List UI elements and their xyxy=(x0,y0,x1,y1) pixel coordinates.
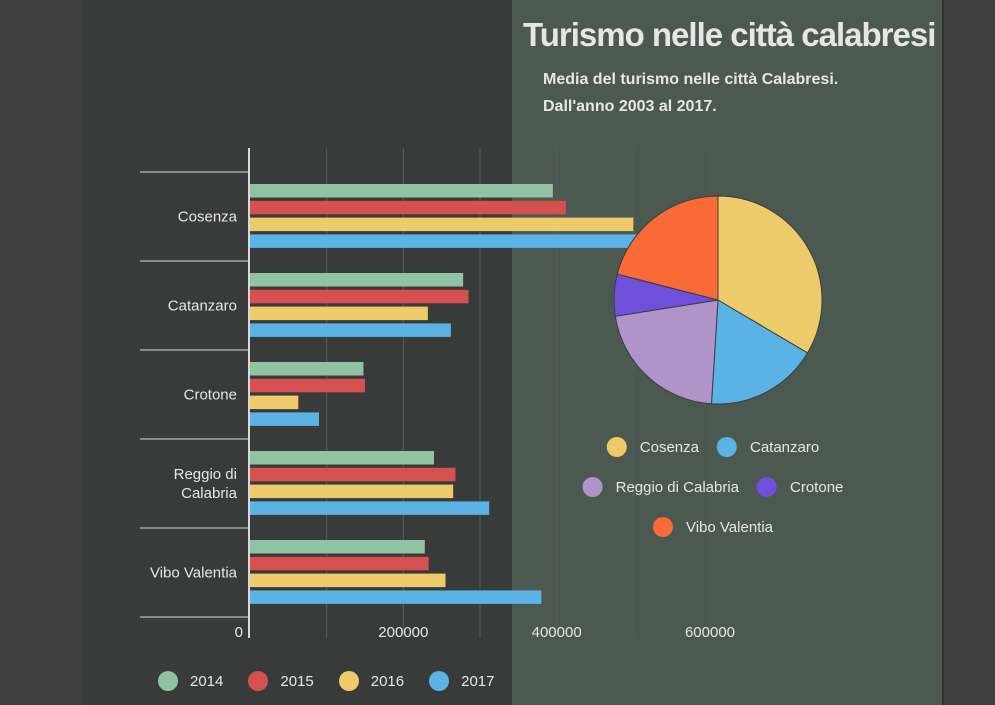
legend-label: 2014 xyxy=(190,672,224,690)
legend-item-reggio-di-calabria[interactable]: Reggio di Calabria xyxy=(582,477,740,497)
bar-chart-legend: 2014 2015 2016 2017 xyxy=(158,671,495,691)
bar-catanzaro-2016 xyxy=(250,306,428,321)
legend-label: Vibo Valentia xyxy=(685,518,774,536)
pie-slice-reggio-di-calabria xyxy=(614,299,719,405)
bar-vibo-valentia-2017 xyxy=(250,590,542,604)
bar-crotone-2015 xyxy=(250,378,365,393)
bar-reggio-di-calabria-2015 xyxy=(250,467,456,482)
bar-reggio-di-calabria-2017 xyxy=(250,501,490,515)
pie-slice-vibo-valentia xyxy=(616,195,719,301)
bar-cosenza-2016 xyxy=(250,217,634,232)
bar-catanzaro-2014 xyxy=(250,273,464,287)
legend-swatch xyxy=(248,671,269,691)
legend-label: 2016 xyxy=(370,672,405,690)
legend-label: 2015 xyxy=(280,672,314,690)
legend-item-crotone[interactable]: Crotone xyxy=(757,477,843,497)
x-tick-label: 200000 xyxy=(378,624,428,641)
pie-legend-row: Reggio di Calabria Crotone xyxy=(582,477,843,497)
bar-crotone-2017 xyxy=(250,412,319,426)
legend-swatch xyxy=(582,477,603,497)
legend-item-2017[interactable]: 2017 xyxy=(429,671,495,691)
legend-label: Catanzaro xyxy=(749,438,820,456)
x-tick-label: 400000 xyxy=(532,624,582,641)
legend-label: 2017 xyxy=(461,672,495,690)
bar-chart-panel xyxy=(82,0,512,705)
legend-label: Crotone xyxy=(790,478,844,496)
y-tick-label: Crotone xyxy=(184,387,237,404)
legend-item-2015[interactable]: 2015 xyxy=(248,671,314,691)
bar-cosenza-2015 xyxy=(250,200,566,215)
legend-swatch xyxy=(716,437,737,457)
x-tick-label: 600000 xyxy=(685,624,735,641)
pie-slice-cosenza xyxy=(717,195,823,354)
pie-slice-catanzaro xyxy=(710,299,809,405)
bar-catanzaro-2017 xyxy=(250,323,451,337)
subtitle-line-2: Dall'anno 2003 al 2017. xyxy=(543,98,717,115)
bar-crotone-2016 xyxy=(250,395,299,410)
pie-legend-row: Cosenza Catanzaro xyxy=(606,437,820,457)
y-tick-label: Vibo Valentia xyxy=(150,565,238,582)
x-tick-label: 0 xyxy=(235,624,243,641)
page-subtitle: Media del turismo nelle città Calabresi.… xyxy=(543,66,923,120)
y-tick-label: Catanzaro xyxy=(168,298,237,315)
bar-cosenza-2017 xyxy=(250,234,687,248)
y-tick-label: Calabria xyxy=(181,485,238,502)
bar-vibo-valentia-2016 xyxy=(250,573,446,588)
legend-swatch xyxy=(606,437,627,457)
legend-swatch xyxy=(757,477,778,497)
legend-label: Reggio di Calabria xyxy=(615,478,740,496)
bar-vibo-valentia-2014 xyxy=(250,540,425,554)
bar-crotone-2014 xyxy=(250,362,364,376)
y-tick-label: Cosenza xyxy=(178,209,238,226)
pie-chart xyxy=(613,195,823,405)
bar-catanzaro-2015 xyxy=(250,289,469,304)
legend-swatch xyxy=(429,671,450,691)
legend-item-2014[interactable]: 2014 xyxy=(158,671,223,691)
legend-label: Cosenza xyxy=(639,438,699,456)
page-title: Turismo nelle città calabresi xyxy=(523,16,936,53)
legend-item-catanzaro[interactable]: Catanzaro xyxy=(716,437,820,457)
legend-swatch xyxy=(158,671,178,691)
bar-cosenza-2014 xyxy=(250,184,553,198)
y-tick-label: Reggio di xyxy=(174,466,237,483)
legend-swatch xyxy=(338,671,359,691)
pie-legend-row: Vibo Valentia xyxy=(652,517,774,537)
legend-swatch xyxy=(652,517,673,537)
subtitle-line-1: Media del turismo nelle città Calabresi. xyxy=(543,71,839,88)
legend-item-2016[interactable]: 2016 xyxy=(338,671,405,691)
bar-reggio-di-calabria-2014 xyxy=(250,451,434,465)
legend-item-vibo-valentia[interactable]: Vibo Valentia xyxy=(652,517,774,537)
legend-item-cosenza[interactable]: Cosenza xyxy=(606,437,699,457)
bar-vibo-valentia-2015 xyxy=(250,556,429,571)
panel-border xyxy=(942,0,944,705)
bar-reggio-di-calabria-2016 xyxy=(250,484,454,499)
